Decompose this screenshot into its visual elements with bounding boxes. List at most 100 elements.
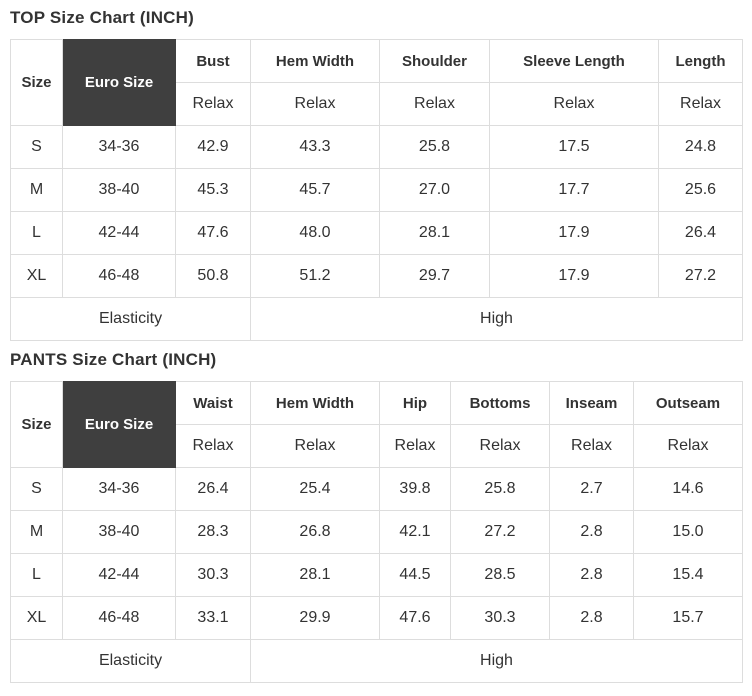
fit-type-cell: Relax <box>175 82 251 126</box>
fit-type-cell: Relax <box>175 424 251 468</box>
fit-type-row: Relax Relax Relax Relax Relax Relax <box>11 424 743 468</box>
cell-value: 42.9 <box>175 125 251 169</box>
measure-header-waist: Waist <box>175 381 251 425</box>
cell-value: 45.3 <box>175 168 251 212</box>
fit-type-row: Relax Relax Relax Relax Relax <box>11 82 743 126</box>
fit-type-cell: Relax <box>633 424 743 468</box>
cell-value: 26.8 <box>250 510 380 554</box>
cell-value: 26.4 <box>175 467 251 511</box>
cell-euro-size: 34-36 <box>62 125 176 169</box>
elasticity-label: Elasticity <box>10 297 251 341</box>
measure-header-inseam: Inseam <box>549 381 634 425</box>
measure-header-hem-width: Hem Width <box>250 39 380 83</box>
cell-value: 17.9 <box>489 254 659 298</box>
pants-size-chart-table: Size Euro Size Waist Hem Width Hip Botto… <box>10 381 743 683</box>
cell-value: 30.3 <box>175 553 251 597</box>
cell-value: 42.1 <box>379 510 451 554</box>
cell-value: 27.2 <box>450 510 550 554</box>
cell-value: 27.2 <box>658 254 743 298</box>
measure-header-hem-width: Hem Width <box>250 381 380 425</box>
measure-header-outseam: Outseam <box>633 381 743 425</box>
cell-value: 28.1 <box>379 211 490 255</box>
fit-type-cell: Relax <box>250 82 380 126</box>
size-column-header: Size <box>10 381 63 468</box>
cell-euro-size: 42-44 <box>62 211 176 255</box>
cell-value: 2.8 <box>549 596 634 640</box>
cell-value: 47.6 <box>175 211 251 255</box>
cell-euro-size: 46-48 <box>62 596 176 640</box>
cell-value: 28.1 <box>250 553 380 597</box>
table-row: M 38-40 45.3 45.7 27.0 17.7 25.6 <box>10 168 743 212</box>
fit-type-cell: Relax <box>658 82 743 126</box>
table-row: L 42-44 47.6 48.0 28.1 17.9 26.4 <box>10 211 743 255</box>
cell-value: 26.4 <box>658 211 743 255</box>
fit-type-cell: Relax <box>250 424 380 468</box>
measure-header-sleeve-length: Sleeve Length <box>489 39 659 83</box>
cell-value: 27.0 <box>379 168 490 212</box>
table-header-row: Size Euro Size Bust Hem Width Shoulder S… <box>10 39 743 126</box>
cell-size: S <box>10 125 63 169</box>
fit-type-cell: Relax <box>450 424 550 468</box>
cell-value: 28.5 <box>450 553 550 597</box>
cell-size: XL <box>10 254 63 298</box>
euro-size-column-header: Euro Size <box>62 39 176 126</box>
pants-chart-title: PANTS Size Chart (INCH) <box>10 350 217 369</box>
fit-type-cell: Relax <box>379 424 451 468</box>
cell-value: 15.4 <box>633 553 743 597</box>
fit-type-cell: Relax <box>379 82 490 126</box>
cell-value: 2.8 <box>549 510 634 554</box>
cell-value: 48.0 <box>250 211 380 255</box>
cell-size: M <box>10 168 63 212</box>
cell-value: 28.3 <box>175 510 251 554</box>
size-column-header: Size <box>10 39 63 126</box>
fit-type-cell: Relax <box>549 424 634 468</box>
cell-value: 39.8 <box>379 467 451 511</box>
measure-header-length: Length <box>658 39 743 83</box>
cell-value: 15.0 <box>633 510 743 554</box>
top-size-chart-table: Size Euro Size Bust Hem Width Shoulder S… <box>10 39 743 341</box>
cell-euro-size: 42-44 <box>62 553 176 597</box>
cell-value: 50.8 <box>175 254 251 298</box>
cell-value: 30.3 <box>450 596 550 640</box>
cell-value: 44.5 <box>379 553 451 597</box>
cell-size: L <box>10 211 63 255</box>
elasticity-label: Elasticity <box>10 639 251 683</box>
cell-euro-size: 38-40 <box>62 168 176 212</box>
table-header-row: Size Euro Size Waist Hem Width Hip Botto… <box>10 381 743 468</box>
cell-value: 15.7 <box>633 596 743 640</box>
cell-value: 17.5 <box>489 125 659 169</box>
top-chart-title: TOP Size Chart (INCH) <box>10 8 194 27</box>
cell-size: S <box>10 467 63 511</box>
cell-value: 29.9 <box>250 596 380 640</box>
cell-value: 2.8 <box>549 553 634 597</box>
elasticity-value: High <box>250 639 743 683</box>
cell-euro-size: 46-48 <box>62 254 176 298</box>
cell-size: XL <box>10 596 63 640</box>
measure-header-bottoms: Bottoms <box>450 381 550 425</box>
measure-header-hip: Hip <box>379 381 451 425</box>
cell-value: 33.1 <box>175 596 251 640</box>
elasticity-row: Elasticity High <box>10 639 743 683</box>
table-row: XL 46-48 33.1 29.9 47.6 30.3 2.8 15.7 <box>10 596 743 640</box>
cell-value: 29.7 <box>379 254 490 298</box>
elasticity-value: High <box>250 297 743 341</box>
cell-value: 17.9 <box>489 211 659 255</box>
cell-euro-size: 38-40 <box>62 510 176 554</box>
cell-value: 2.7 <box>549 467 634 511</box>
elasticity-row: Elasticity High <box>10 297 743 341</box>
cell-value: 43.3 <box>250 125 380 169</box>
cell-value: 45.7 <box>250 168 380 212</box>
cell-size: M <box>10 510 63 554</box>
cell-value: 25.4 <box>250 467 380 511</box>
measure-header-shoulder: Shoulder <box>379 39 490 83</box>
cell-value: 51.2 <box>250 254 380 298</box>
measure-header-bust: Bust <box>175 39 251 83</box>
table-row: S 34-36 26.4 25.4 39.8 25.8 2.7 14.6 <box>10 467 743 511</box>
cell-value: 25.8 <box>379 125 490 169</box>
cell-size: L <box>10 553 63 597</box>
table-row: M 38-40 28.3 26.8 42.1 27.2 2.8 15.0 <box>10 510 743 554</box>
fit-type-cell: Relax <box>489 82 659 126</box>
table-row: S 34-36 42.9 43.3 25.8 17.5 24.8 <box>10 125 743 169</box>
cell-value: 25.6 <box>658 168 743 212</box>
